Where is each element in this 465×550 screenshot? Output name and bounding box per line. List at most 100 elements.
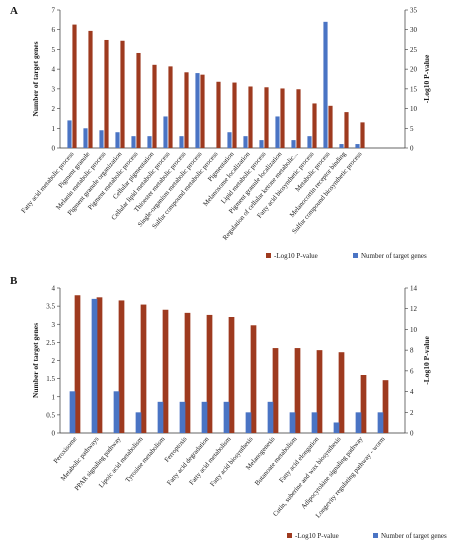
left-axis-title: Number of target genes xyxy=(31,323,40,398)
gene-count-bar xyxy=(307,136,312,148)
left-tick-label: 2 xyxy=(52,357,56,365)
pvalue-bar xyxy=(360,375,367,433)
left-tick-label: 5 xyxy=(52,46,56,54)
pvalue-bar xyxy=(136,52,141,148)
left-tick-label: 0 xyxy=(52,145,56,153)
gene-count-bar xyxy=(355,144,360,148)
legend: -Log10 P-value Number of target genes xyxy=(287,532,447,540)
pvalue-bar xyxy=(328,105,333,148)
right-axis-title: -Log10 P-value xyxy=(422,336,431,385)
gene-count-bar xyxy=(275,116,280,148)
gene-count-bar xyxy=(267,401,274,433)
pvalue-bar xyxy=(338,352,345,433)
pvalue-bar xyxy=(104,39,109,148)
gene-count-bar xyxy=(259,140,264,148)
legend: -Log10 P-value Number of target genes xyxy=(266,252,427,260)
gene-count-bar xyxy=(201,401,208,433)
gene-count-bar xyxy=(147,136,152,148)
legend-label-genes: Number of target genes xyxy=(381,532,447,540)
legend-label-pvalue: -Log10 P-value xyxy=(274,252,318,260)
pvalue-bar xyxy=(216,81,221,148)
right-tick-label: 35 xyxy=(410,7,418,15)
gene-count-bar xyxy=(195,73,200,148)
left-tick-label: 0.5 xyxy=(46,411,55,419)
left-tick-label: 3 xyxy=(52,321,56,329)
gene-count-bar xyxy=(179,401,186,433)
gene-count-bar xyxy=(291,140,296,148)
pvalue-bar xyxy=(248,86,253,148)
gene-count-bar xyxy=(333,422,340,433)
pvalue-bar xyxy=(118,300,125,433)
right-tick-label: 30 xyxy=(410,26,418,34)
right-tick-label: 2 xyxy=(410,409,414,417)
right-tick-label: 4 xyxy=(410,388,414,396)
left-tick-label: 6 xyxy=(52,26,56,34)
legend-swatch-genes xyxy=(373,533,378,538)
legend-swatch-pvalue xyxy=(287,533,292,538)
right-tick-label: 12 xyxy=(410,305,418,313)
gene-count-bar xyxy=(323,21,328,149)
pvalue-bar xyxy=(382,380,389,433)
gene-count-bar xyxy=(115,132,120,148)
pvalue-bar xyxy=(264,87,269,148)
left-tick-label: 3.5 xyxy=(46,303,55,311)
pvalue-bar xyxy=(206,314,213,433)
left-tick-label: 4 xyxy=(52,285,56,293)
panel-label: B xyxy=(10,275,18,287)
gene-count-bar xyxy=(223,401,230,433)
right-tick-label: 15 xyxy=(410,85,418,93)
pvalue-bar xyxy=(168,66,173,148)
pvalue-bar xyxy=(72,24,77,149)
left-tick-label: 4 xyxy=(52,66,56,74)
pvalue-bar xyxy=(360,122,365,148)
pvalue-bar xyxy=(250,325,257,433)
left-tick-label: 2.5 xyxy=(46,339,55,347)
right-tick-label: 25 xyxy=(410,46,418,54)
pvalue-bar xyxy=(294,348,301,433)
right-tick-label: 0 xyxy=(410,145,414,153)
gene-count-bar xyxy=(67,120,72,148)
gene-count-bar xyxy=(377,412,384,433)
pvalue-bar xyxy=(184,312,191,433)
gene-count-bar xyxy=(99,130,104,148)
left-tick-label: 2 xyxy=(52,105,56,113)
left-tick-label: 7 xyxy=(52,7,56,15)
gene-count-bar xyxy=(157,401,164,433)
left-axis-title: Number of target genes xyxy=(31,41,40,116)
left-tick-label: 1 xyxy=(52,393,56,401)
gene-count-bar xyxy=(289,412,296,433)
right-tick-label: 20 xyxy=(410,66,418,74)
legend-swatch-genes xyxy=(353,253,358,258)
panel-label: A xyxy=(10,5,18,17)
gene-count-bar xyxy=(131,136,136,148)
gene-count-bar xyxy=(311,412,318,433)
pvalue-bar xyxy=(96,297,103,433)
pvalue-bar xyxy=(296,89,301,148)
pvalue-bar xyxy=(200,74,205,148)
left-tick-label: 0 xyxy=(52,430,56,438)
gene-count-bar xyxy=(91,298,98,433)
pvalue-bar xyxy=(162,309,169,433)
right-tick-label: 5 xyxy=(410,125,414,133)
gene-count-bar xyxy=(339,144,344,148)
pvalue-bar xyxy=(184,72,189,148)
pvalue-bar xyxy=(312,103,317,148)
pvalue-bar xyxy=(272,348,279,433)
pvalue-bar xyxy=(120,40,125,148)
right-axis-title: -Log10 P-value xyxy=(422,54,431,103)
legend-label-genes: Number of target genes xyxy=(361,252,427,260)
gene-count-bar xyxy=(163,116,168,148)
right-tick-label: 14 xyxy=(410,285,418,293)
pvalue-bar xyxy=(280,88,285,148)
legend-swatch-pvalue xyxy=(266,253,271,258)
left-tick-label: 1.5 xyxy=(46,375,55,383)
pvalue-bar xyxy=(344,112,349,148)
right-tick-label: 10 xyxy=(410,326,418,334)
gene-count-bar xyxy=(227,132,232,148)
gene-count-bar xyxy=(135,412,142,433)
left-tick-label: 1 xyxy=(52,125,56,133)
gene-count-bar xyxy=(83,128,88,148)
left-tick-label: 3 xyxy=(52,85,56,93)
right-tick-label: 6 xyxy=(410,367,414,375)
